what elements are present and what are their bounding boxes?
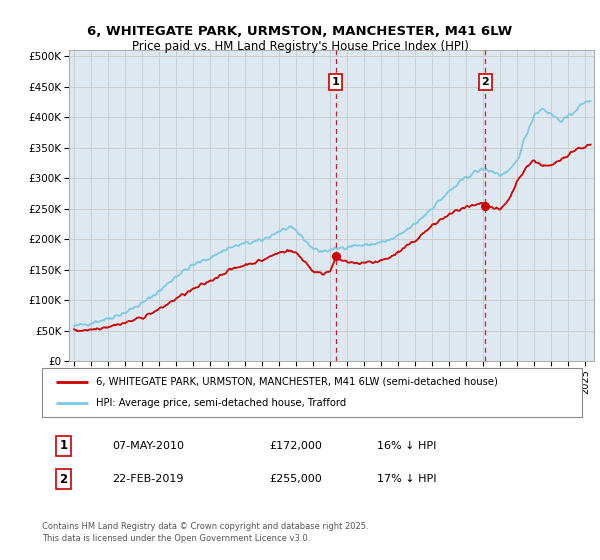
Text: 6, WHITEGATE PARK, URMSTON, MANCHESTER, M41 6LW (semi-detached house): 6, WHITEGATE PARK, URMSTON, MANCHESTER, … [96, 377, 498, 387]
FancyBboxPatch shape [42, 368, 582, 417]
Text: 22-FEB-2019: 22-FEB-2019 [112, 474, 184, 484]
Text: 2: 2 [482, 77, 489, 87]
Text: 16% ↓ HPI: 16% ↓ HPI [377, 441, 436, 451]
Text: 6, WHITEGATE PARK, URMSTON, MANCHESTER, M41 6LW: 6, WHITEGATE PARK, URMSTON, MANCHESTER, … [88, 25, 512, 38]
Text: £172,000: £172,000 [269, 441, 322, 451]
Text: 2: 2 [59, 473, 68, 486]
Text: Contains HM Land Registry data © Crown copyright and database right 2025.
This d: Contains HM Land Registry data © Crown c… [42, 522, 368, 543]
Text: £255,000: £255,000 [269, 474, 322, 484]
Text: 1: 1 [332, 77, 340, 87]
Text: 07-MAY-2010: 07-MAY-2010 [112, 441, 184, 451]
Text: 17% ↓ HPI: 17% ↓ HPI [377, 474, 436, 484]
Text: 1: 1 [59, 440, 68, 452]
Text: HPI: Average price, semi-detached house, Trafford: HPI: Average price, semi-detached house,… [96, 398, 346, 408]
Text: Price paid vs. HM Land Registry's House Price Index (HPI): Price paid vs. HM Land Registry's House … [131, 40, 469, 53]
